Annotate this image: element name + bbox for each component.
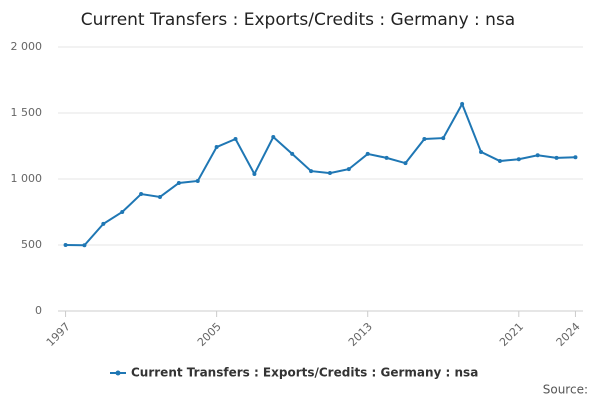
- y-tick-label: 1 000: [11, 172, 43, 185]
- y-tick-label: 1 500: [11, 106, 43, 119]
- point: [176, 180, 181, 185]
- x-tick-label: 2005: [195, 320, 224, 349]
- source: Source:: [543, 383, 588, 397]
- point: [479, 149, 484, 154]
- point: [271, 135, 276, 140]
- point: [139, 192, 144, 197]
- point: [573, 155, 578, 160]
- point: [535, 153, 540, 158]
- point: [554, 155, 559, 160]
- point: [309, 169, 314, 174]
- point: [120, 210, 125, 214]
- line: [65, 101, 576, 247]
- point: [82, 243, 87, 248]
- point: [403, 161, 408, 166]
- point: [516, 157, 521, 162]
- point: [441, 136, 446, 141]
- legend-label: Current Transfers : Exports/Credits : Ge…: [131, 366, 478, 380]
- y-tick-label: 500: [21, 238, 42, 251]
- x-tick-label: 1997: [44, 320, 73, 349]
- point: [101, 221, 106, 226]
- point: [214, 145, 219, 150]
- point: [233, 137, 238, 142]
- point: [346, 167, 351, 172]
- point: [422, 137, 427, 142]
- chart-title: Current Transfers : Exports/Credits : Ge…: [81, 10, 515, 30]
- x-tick-label: 2013: [346, 320, 375, 349]
- point: [63, 243, 68, 247]
- point: [290, 151, 295, 156]
- x-tick-label: 2021: [497, 320, 526, 349]
- y-tick-label: 0: [35, 304, 42, 317]
- point: [497, 159, 502, 164]
- y-tick-label: 2 000: [11, 40, 43, 53]
- legend-swatch-dot: [115, 370, 121, 376]
- point: [460, 102, 465, 107]
- point: [384, 155, 389, 160]
- x-tick-label: 2024: [554, 320, 583, 349]
- point: [195, 178, 200, 183]
- point: [252, 171, 257, 176]
- point: [327, 171, 332, 176]
- point: [157, 194, 162, 199]
- point: [365, 151, 370, 156]
